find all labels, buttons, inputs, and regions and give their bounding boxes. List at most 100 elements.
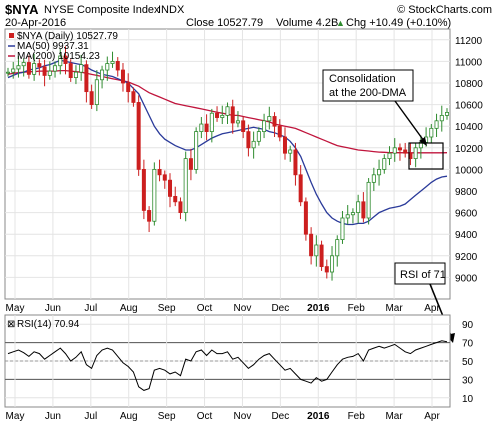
- candle-body: [319, 244, 324, 268]
- rsi-tick-label: 50: [462, 357, 474, 368]
- candle-body: [439, 115, 444, 122]
- candle-body: [350, 212, 355, 216]
- price-tick-label: 10200: [455, 144, 483, 155]
- month-label: Nov: [234, 303, 252, 314]
- candle-body: [11, 68, 16, 73]
- symbol-label: $NYA: [5, 2, 39, 17]
- candle-body: [230, 106, 235, 124]
- price-tick-label: 10400: [455, 122, 483, 133]
- price-tick-label: 9600: [455, 209, 478, 220]
- legend: $NYA (Daily) 10527.79 MA(50) 9937.31 MA(…: [8, 31, 118, 62]
- brand-label: © StockCharts.com: [397, 4, 492, 16]
- month-label: 2016: [307, 303, 330, 314]
- candle-body: [246, 131, 251, 149]
- candle-body: [131, 91, 136, 103]
- candle-body: [335, 239, 340, 257]
- candle-body: [267, 116, 272, 122]
- candle-body: [418, 141, 423, 149]
- candle-body: [188, 158, 193, 170]
- candle-body: [26, 62, 31, 75]
- candle-body: [173, 195, 178, 203]
- candle-body: [115, 61, 120, 71]
- month-label: May: [6, 411, 25, 422]
- candle-body: [262, 120, 267, 133]
- candle-body: [126, 82, 131, 93]
- change-arrow-icon: ▲: [336, 18, 345, 28]
- consolidation-arrow: [394, 100, 425, 142]
- price-tick-label: 10000: [455, 165, 483, 176]
- legend-price-swatch: [9, 33, 14, 38]
- candle-body: [37, 63, 42, 68]
- candle-body: [413, 147, 418, 160]
- candle-body: [293, 149, 298, 176]
- candles-layer: [6, 46, 449, 281]
- month-label: Jun: [45, 411, 61, 422]
- candle-body: [444, 111, 449, 116]
- month-label: Feb: [348, 303, 366, 314]
- candle-body: [235, 120, 240, 124]
- candle-body: [32, 63, 37, 75]
- index-name: NYSE Composite Index: [44, 4, 160, 16]
- month-label: Aug: [120, 411, 138, 422]
- rsi-tick-label: 30: [462, 375, 474, 386]
- candle-body: [282, 136, 287, 154]
- candle-body: [225, 106, 230, 116]
- volume-label: Volume 4.2B: [276, 17, 338, 29]
- candle-body: [403, 149, 408, 154]
- candle-body: [53, 65, 58, 72]
- legend-price: $NYA (Daily) 10527.79: [17, 31, 118, 42]
- month-label: Oct: [197, 411, 213, 422]
- date-label: 20-Apr-2016: [5, 17, 66, 29]
- month-label: May: [6, 303, 25, 314]
- rsi-tick-label: 90: [462, 320, 474, 331]
- rsi-title: RSI(14) 70.94: [17, 319, 80, 330]
- candle-body: [94, 79, 99, 106]
- candle-body: [157, 168, 162, 176]
- candle-body: [215, 112, 220, 118]
- legend-ma50: MA(50) 9937.31: [17, 41, 89, 52]
- candle-body: [120, 69, 125, 84]
- month-label: Dec: [271, 303, 289, 314]
- month-label: Nov: [234, 411, 252, 422]
- candle-body: [152, 168, 157, 222]
- rsi-line-layer: [7, 340, 448, 391]
- candle-body: [220, 115, 225, 118]
- candle-body: [330, 255, 335, 273]
- candle-body: [68, 63, 73, 79]
- month-label: Apr: [424, 411, 440, 422]
- price-tick-label: 9000: [455, 273, 478, 284]
- candle-body: [382, 158, 387, 170]
- month-label: Mar: [385, 303, 403, 314]
- candle-body: [73, 71, 78, 78]
- candle-body: [63, 55, 68, 64]
- candle-body: [209, 112, 214, 132]
- candle-body: [397, 147, 402, 151]
- month-label: Jul: [84, 303, 97, 314]
- candle-body: [168, 179, 173, 197]
- candle-body: [272, 116, 277, 127]
- candle-body: [361, 201, 366, 219]
- candle-body: [256, 131, 261, 142]
- bottom-month-axis: May Jun Jul Aug Sep Oct Nov Dec 2016 Feb Mar Apr: [6, 411, 441, 422]
- month-label: 2016: [307, 411, 330, 422]
- candle-body: [21, 62, 26, 67]
- candle-body: [392, 147, 397, 154]
- rsi-tick-label: 10: [462, 394, 474, 405]
- candle-body: [79, 64, 84, 73]
- candle-body: [377, 168, 382, 176]
- candle-body: [356, 201, 361, 214]
- month-label: Sep: [158, 303, 176, 314]
- candle-body: [89, 91, 94, 105]
- month-label: Dec: [271, 411, 289, 422]
- price-grid: [5, 29, 450, 299]
- candle-body: [371, 174, 376, 183]
- change-label: Chg +10.49 (+0.10%): [346, 17, 451, 29]
- candle-body: [251, 140, 256, 149]
- candle-body: [241, 120, 246, 133]
- candle-body: [183, 158, 188, 214]
- candle-body: [100, 69, 105, 81]
- rsi-tick-label: 70: [462, 339, 474, 350]
- rsi-line: [7, 340, 448, 391]
- price-y-axis: 9000 9200 9400 9600 9800 10000 10200 10400 10600…: [455, 36, 483, 285]
